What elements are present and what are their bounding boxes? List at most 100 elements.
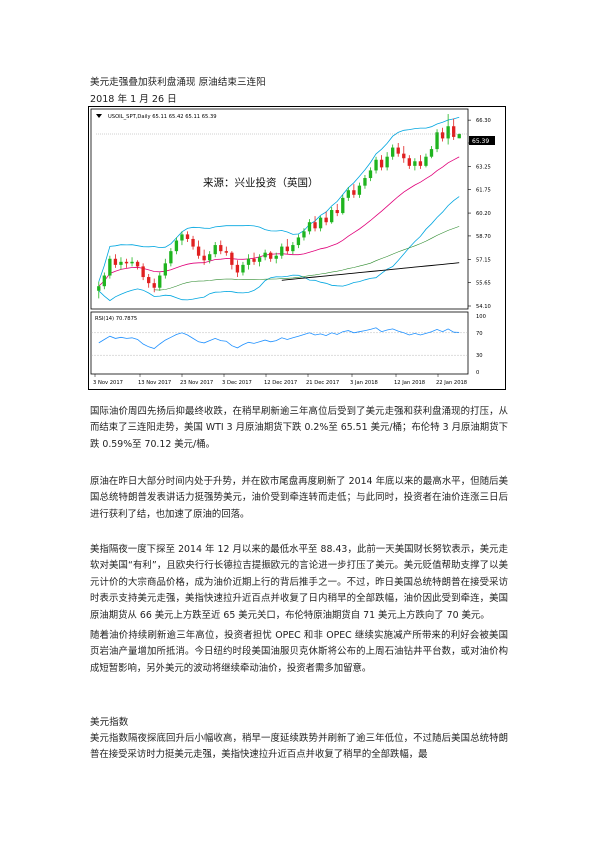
candle-body [324,217,328,223]
date-tick-label: 22 Jan 2018 [436,380,467,386]
candle-body [147,277,151,284]
candle-body [435,132,439,150]
candle-body [446,126,450,139]
candle-body [285,246,289,252]
candlesticks [96,114,468,299]
date-tick-label: 23 Nov 2017 [180,380,213,386]
candle-body [135,261,140,267]
price-tick-label: 63.25 [476,165,491,171]
candle-body [235,264,240,273]
oil-price-chart: 66.3064.8063.2561.7560.2058.7057.1555.65… [88,106,506,390]
price-tick-label: 60.20 [476,211,491,217]
candle-body [141,266,145,278]
price-panel [90,108,469,310]
candle-body [374,159,378,171]
paragraph-3: 美指隔夜一度下探至 2014 年 12 月以来的最低水平至 88.43，此前一天… [90,544,508,621]
candle-body [457,134,461,139]
candle-body [391,147,395,157]
candle-body [429,149,434,157]
rsi-tick-label: 30 [476,353,483,359]
chart-title: USOIL_SPT,Daily 65.11 65.42 65.11 65.39 [108,114,217,120]
rsi-label: RSI(14) 70.7875 [95,316,137,322]
candle-body [119,261,123,265]
rsi-tick-label: 70 [476,331,483,337]
date-tick-label: 21 Dec 2017 [306,380,339,386]
middle-band [98,156,460,287]
rsi-panel [90,311,469,375]
rsi-axis: 100 70 30 0 [476,314,486,376]
ma-black-line [281,262,460,281]
candle-body [257,257,262,262]
candle-body [307,222,312,232]
candle-body [452,126,456,137]
price-tick-label: 55.65 [476,280,491,286]
candle-body [313,222,317,229]
candle-body [352,190,356,195]
article-date: 2018 年 1 月 26 日 [90,94,177,105]
candle-body [302,231,306,238]
section-heading: 美元指数 [90,717,129,728]
candle-body [224,251,228,253]
candle-body [274,255,278,259]
candle-body [97,286,101,291]
candle-body [213,245,217,255]
candle-body [208,254,212,261]
candle-body [440,132,445,139]
candle-body [246,258,251,265]
date-tick-label: 3 Jan 2018 [350,380,378,386]
candle-body [418,161,423,166]
candle-body [424,156,428,166]
candle-body [396,147,400,154]
date-tick-label: 3 Nov 2017 [93,380,123,386]
candle-body [269,252,273,259]
rsi-tick-label: 0 [476,370,479,376]
candle-body [363,178,367,186]
candle-body [180,234,184,241]
upper-band [98,116,460,282]
candle-body [379,159,384,168]
candle-body [169,251,173,264]
title-arrow-icon [96,114,102,118]
price-tick-label: 57.15 [476,258,491,264]
paragraph-4: 随着油价持续刷新逾三年高位，投资者担忧 OPEC 和非 OPEC 继续实施减产所… [90,630,508,674]
candle-body [252,258,256,262]
paragraph-2: 原油在昨日大部分时间内处于升势，并在欧市尾盘再度刷新了 2014 年底以来的最高… [90,476,508,520]
candle-body [385,156,389,168]
candle-body [357,185,362,195]
price-tag [469,136,495,145]
candle-body [346,190,350,198]
date-tick-label: 13 Nov 2017 [138,380,171,386]
candle-body [130,261,134,264]
lower-band [98,196,460,302]
candle-body [368,170,373,179]
price-tick-label: 66.30 [476,118,491,124]
candle-body [402,153,406,159]
candle-body [318,217,323,229]
candle-body [413,161,417,166]
candle-body [174,240,179,252]
ma-green-line [154,226,460,291]
date-tick-label: 12 Jan 2018 [394,380,425,386]
candle-body [163,263,167,276]
candle-body [191,238,195,247]
candle-body [219,245,223,252]
date-tick-label: 12 Dec 2017 [264,380,297,386]
candle-body [241,264,245,273]
price-tick-label: 61.75 [476,187,491,193]
candle-body [152,283,156,288]
candle-body [291,245,295,252]
candle-body [102,275,106,287]
candle-body [230,252,234,265]
paragraph-1: 国际油价周四先扬后抑最终收跌，在稍早刷新逾三年高位后受到了美元走强和获利盘涌现的… [90,406,508,450]
candle-body [330,210,334,223]
candle-body [158,275,162,288]
candle-body [296,237,301,246]
date-axis: 3 Nov 2017 13 Nov 2017 23 Nov 2017 3 Dec 20… [93,374,467,386]
candle-body [196,246,201,256]
price-tag-label: 65.39 [472,138,489,145]
price-tick-label: 58.70 [476,234,491,240]
candle-body [407,158,411,166]
candle-body [124,261,129,264]
candle-body [280,246,284,256]
paragraph-5: 美元指数隔夜探底回升后小幅收高，稍早一度延续跌势并刷新了逾三年低位，不过随后美国… [90,733,508,761]
